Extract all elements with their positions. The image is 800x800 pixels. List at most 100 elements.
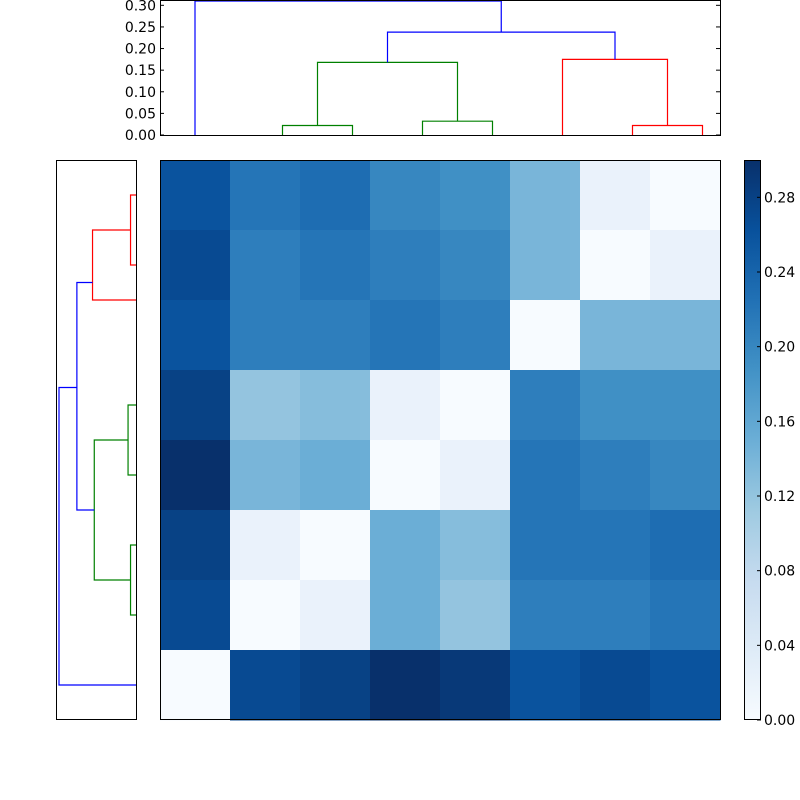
heatmap-cell — [580, 160, 651, 231]
heatmap-cell — [160, 160, 231, 231]
heatmap-cell — [300, 370, 371, 441]
colorbar-tick-label: 0.12 — [764, 489, 795, 505]
heatmap-frame — [160, 160, 721, 720]
heatmap-cell — [650, 510, 721, 581]
heatmap-cell — [160, 300, 231, 371]
top-dendrogram-y-ticks: 0.00 0.05 0.10 0.15 0.20 0.25 0.30 — [125, 0, 720, 144]
heatmap-cell — [230, 510, 301, 581]
heatmap-cell — [370, 370, 441, 441]
heatmap-cell — [440, 510, 511, 581]
heatmap-cell — [230, 370, 301, 441]
heatmap-cell — [510, 300, 581, 371]
heatmap-cell — [230, 650, 301, 721]
heatmap-cell — [650, 300, 721, 371]
top-dendrogram: 0.00 0.05 0.10 0.15 0.20 0.25 0.30 — [125, 0, 721, 144]
heatmap-cell — [160, 510, 231, 581]
top-dendrogram-link — [386, 31, 616, 63]
heatmap-cell — [440, 230, 511, 301]
heatmap-cell — [650, 580, 721, 651]
heatmap-cell — [300, 650, 371, 721]
heatmap-cell — [440, 160, 511, 231]
heatmap-cell — [230, 230, 301, 301]
heatmap-cell — [300, 440, 371, 511]
heatmap-cell — [440, 300, 511, 371]
heatmap-cell — [300, 580, 371, 651]
left-dendrogram-link — [129, 194, 136, 266]
heatmap-cell — [370, 510, 441, 581]
heatmap-cell — [650, 230, 721, 301]
heatmap-cell — [650, 160, 721, 231]
heatmap-cell — [510, 230, 581, 301]
left-dendrogram — [56, 160, 137, 720]
heatmap-cell — [650, 440, 721, 511]
heatmap-cell — [370, 160, 441, 231]
heatmap-cell — [580, 300, 651, 371]
heatmap-cell — [160, 650, 231, 721]
heatmap-cell — [440, 370, 511, 441]
top-dendrogram-link — [631, 124, 704, 135]
top-dendrogram-link — [561, 58, 669, 135]
heatmap-cell — [580, 440, 651, 511]
top-dendrogram-frame — [160, 0, 721, 136]
heatmap-cell — [160, 230, 231, 301]
left-dendrogram-link — [93, 439, 131, 581]
heatmap-cell — [650, 650, 721, 721]
top-dendrogram-link — [194, 0, 502, 135]
heatmap-cell — [580, 650, 651, 721]
colorbar-tick-label: 0.08 — [764, 564, 795, 580]
heatmap-cell — [230, 300, 301, 371]
heatmap-cell — [580, 580, 651, 651]
left-dendrogram-link — [58, 386, 136, 686]
colorbar-bar — [744, 160, 761, 720]
colorbar-tick-label: 0.28 — [764, 190, 795, 206]
heatmap-cell — [370, 230, 441, 301]
heatmap-cell — [370, 440, 441, 511]
heatmap-cell — [160, 580, 231, 651]
heatmap-cell — [440, 650, 511, 721]
heatmap-cell — [370, 300, 441, 371]
heatmap-cell — [510, 510, 581, 581]
top-dendrogram-link — [421, 120, 494, 135]
heatmap — [160, 160, 721, 721]
colorbar-tick-label: 0.24 — [764, 265, 795, 281]
heatmap-cell — [510, 440, 581, 511]
heatmap-cell — [510, 160, 581, 231]
heatmap-cell — [580, 370, 651, 441]
top-dendrogram-tick-label: 0.00 — [125, 128, 156, 144]
heatmap-cell — [510, 650, 581, 721]
top-dendrogram-tick-label: 0.25 — [125, 20, 156, 36]
top-dendrogram-links — [194, 0, 704, 135]
heatmap-cell — [160, 440, 231, 511]
left-dendrogram-link — [129, 544, 136, 616]
colorbar-ticks: 0.00 0.04 0.08 0.12 0.16 0.20 0.24 0.28 — [757, 190, 795, 729]
left-dendrogram-links — [58, 194, 136, 686]
top-dendrogram-tick-label: 0.15 — [125, 63, 156, 79]
heatmap-cell — [580, 510, 651, 581]
top-dendrogram-tick-label: 0.05 — [125, 106, 156, 122]
top-dendrogram-tick-label: 0.30 — [125, 0, 156, 14]
heatmap-cell — [580, 230, 651, 301]
left-dendrogram-link — [76, 281, 95, 511]
heatmap-cell — [230, 580, 301, 651]
heatmap-cell — [230, 440, 301, 511]
heatmap-cell — [160, 370, 231, 441]
heatmap-cell — [300, 300, 371, 371]
colorbar-tick-label: 0.04 — [764, 638, 795, 654]
heatmap-cell — [230, 160, 301, 231]
top-dendrogram-link — [281, 124, 354, 135]
heatmap-cell — [300, 230, 371, 301]
heatmap-cell — [510, 370, 581, 441]
colorbar: 0.00 0.04 0.08 0.12 0.16 0.20 0.24 0.28 — [744, 160, 795, 729]
colorbar-tick-label: 0.20 — [764, 340, 795, 356]
left-dendrogram-link — [127, 404, 136, 476]
heatmap-cell — [650, 370, 721, 441]
heatmap-cell — [370, 580, 441, 651]
heatmap-cell — [440, 440, 511, 511]
colorbar-tick-label: 0.00 — [764, 713, 795, 729]
top-dendrogram-tick-label: 0.10 — [125, 85, 156, 101]
heatmap-cells — [160, 160, 721, 721]
top-dendrogram-tick-label: 0.20 — [125, 42, 156, 58]
heatmap-cell — [510, 580, 581, 651]
top-dendrogram-link — [316, 61, 459, 126]
